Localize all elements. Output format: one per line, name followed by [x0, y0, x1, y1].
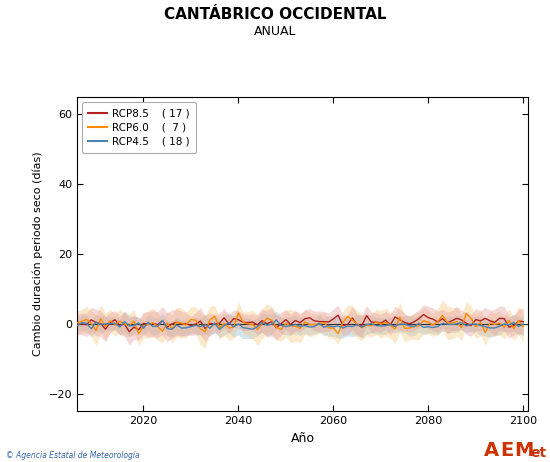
- Text: CANTÁBRICO OCCIDENTAL: CANTÁBRICO OCCIDENTAL: [164, 7, 386, 22]
- Text: A: A: [484, 441, 499, 460]
- Text: E: E: [500, 441, 514, 460]
- Y-axis label: Cambio duración periodo seco (días): Cambio duración periodo seco (días): [32, 152, 43, 356]
- Text: ANUAL: ANUAL: [254, 25, 296, 38]
- Text: M: M: [514, 441, 534, 460]
- X-axis label: Año: Año: [290, 432, 315, 444]
- Text: © Agencia Estatal de Meteorología: © Agencia Estatal de Meteorología: [6, 451, 139, 460]
- Text: et: et: [531, 446, 547, 460]
- Legend: RCP8.5    ( 17 ), RCP6.0    (  7 ), RCP4.5    ( 18 ): RCP8.5 ( 17 ), RCP6.0 ( 7 ), RCP4.5 ( 18…: [82, 102, 196, 153]
